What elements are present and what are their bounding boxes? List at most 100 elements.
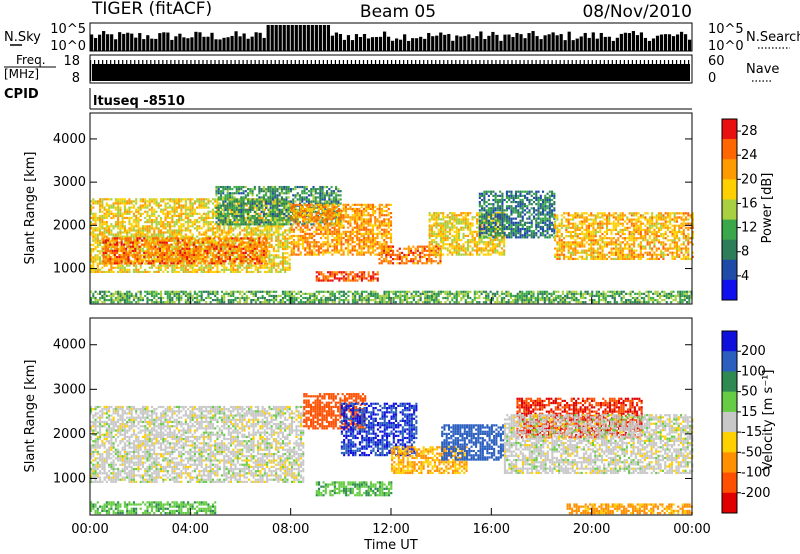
range-cell xyxy=(284,243,287,247)
range-cell xyxy=(358,228,361,231)
range-cell xyxy=(362,226,366,229)
range-cell xyxy=(204,245,207,248)
range-cell xyxy=(251,217,254,220)
range-cell xyxy=(94,235,97,238)
range-cell xyxy=(336,271,339,274)
range-cell xyxy=(249,200,252,203)
range-cell xyxy=(253,210,256,214)
range-cell xyxy=(146,270,149,274)
range-cell xyxy=(224,223,227,226)
range-cell xyxy=(376,218,379,221)
range-cell xyxy=(188,249,191,252)
range-cell xyxy=(196,241,199,244)
range-cell xyxy=(108,225,111,228)
range-cell xyxy=(269,185,272,189)
range-cell xyxy=(236,233,239,236)
range-cell xyxy=(187,223,190,226)
range-cell xyxy=(135,225,138,228)
range-cell xyxy=(301,236,305,240)
range-cell xyxy=(113,247,116,250)
range-cell xyxy=(416,262,419,265)
range-cell xyxy=(367,218,370,221)
range-cell xyxy=(215,206,218,209)
range-cell xyxy=(262,185,265,189)
range-cell xyxy=(271,223,274,226)
range-cell xyxy=(360,205,363,209)
range-cell xyxy=(116,260,119,263)
range-cell xyxy=(332,192,335,195)
range-cell xyxy=(123,225,126,228)
range-cell xyxy=(121,212,124,215)
range-cell xyxy=(144,202,147,205)
range-cell xyxy=(326,203,329,206)
range-cell xyxy=(125,260,128,263)
range-cell xyxy=(157,227,160,230)
range-cell xyxy=(164,204,167,207)
range-cell xyxy=(320,232,323,235)
range-cell xyxy=(358,218,361,221)
nsky-bar xyxy=(370,37,375,51)
range-cell xyxy=(144,200,147,203)
range-cell xyxy=(297,253,300,256)
range-cell xyxy=(356,226,359,229)
range-cell xyxy=(274,221,277,224)
range-cell xyxy=(421,251,424,254)
range-cell xyxy=(342,275,345,278)
range-cell xyxy=(158,249,162,252)
range-cell xyxy=(353,214,356,217)
range-cell xyxy=(191,202,194,205)
range-cell xyxy=(254,206,257,209)
range-cell xyxy=(188,243,191,246)
range-cell xyxy=(200,214,203,218)
range-cell xyxy=(188,245,191,248)
range-cell xyxy=(183,249,186,252)
range-cell xyxy=(222,200,225,203)
range-cell xyxy=(288,235,291,238)
range-cell xyxy=(396,258,399,261)
range-cell xyxy=(301,212,304,216)
range-cell xyxy=(101,216,104,220)
range-cell xyxy=(320,271,323,274)
range-cell xyxy=(223,206,226,209)
range-cell xyxy=(250,229,253,232)
range-cell xyxy=(358,275,361,278)
range-cell xyxy=(157,233,160,236)
nsky-bar xyxy=(166,32,170,51)
range-cell xyxy=(349,216,352,219)
nsky-bar xyxy=(202,36,206,51)
range-cell xyxy=(257,229,260,232)
range-cell xyxy=(135,218,138,222)
range-cell xyxy=(308,232,311,235)
range-cell xyxy=(315,232,318,235)
range-cell xyxy=(189,212,192,215)
range-cell xyxy=(198,212,201,215)
range-cell xyxy=(362,239,366,242)
range-cell xyxy=(324,209,327,213)
range-cell xyxy=(295,253,298,256)
range-cell xyxy=(369,241,372,244)
range-cell xyxy=(317,253,320,256)
range-cell xyxy=(285,202,288,205)
range-cell xyxy=(358,212,361,215)
cpid-label: CPID xyxy=(4,87,39,102)
range-cell xyxy=(248,233,251,236)
range-cell xyxy=(188,251,191,254)
range-cell xyxy=(257,225,260,228)
range-cell xyxy=(304,220,307,223)
range-cell xyxy=(226,188,229,191)
range-cell xyxy=(315,218,318,221)
range-cell xyxy=(292,234,296,238)
range-cell xyxy=(240,258,243,261)
range-cell xyxy=(125,258,128,261)
range-cell xyxy=(192,249,195,252)
nsky-bar xyxy=(230,35,234,51)
range-cell xyxy=(248,243,251,247)
range-cell xyxy=(304,236,307,240)
range-cell xyxy=(101,233,104,236)
range-cell xyxy=(277,264,280,267)
range-cell xyxy=(319,190,322,193)
range-cell xyxy=(347,279,350,282)
range-cell xyxy=(258,190,261,193)
nsky-bar xyxy=(543,35,547,51)
range-cell xyxy=(126,235,129,238)
